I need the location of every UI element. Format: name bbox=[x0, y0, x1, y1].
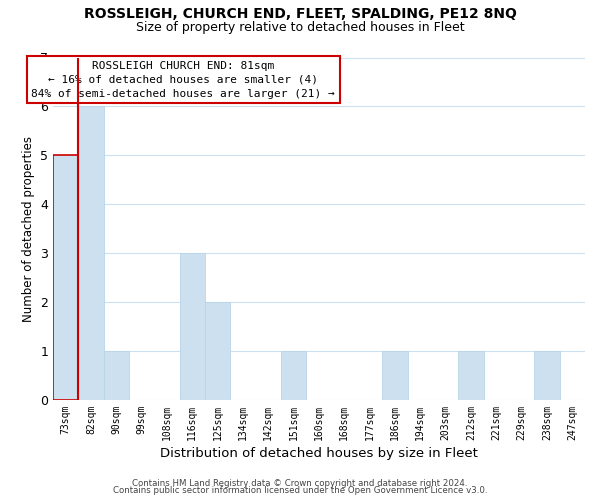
Bar bbox=[179, 253, 205, 400]
Text: Contains HM Land Registry data © Crown copyright and database right 2024.: Contains HM Land Registry data © Crown c… bbox=[132, 478, 468, 488]
Text: Contains public sector information licensed under the Open Government Licence v3: Contains public sector information licen… bbox=[113, 486, 487, 495]
Text: ROSSLEIGH, CHURCH END, FLEET, SPALDING, PE12 8NQ: ROSSLEIGH, CHURCH END, FLEET, SPALDING, … bbox=[83, 8, 517, 22]
Bar bbox=[535, 351, 560, 400]
Text: Size of property relative to detached houses in Fleet: Size of property relative to detached ho… bbox=[136, 21, 464, 34]
Bar bbox=[458, 351, 484, 400]
Y-axis label: Number of detached properties: Number of detached properties bbox=[22, 136, 35, 322]
Bar bbox=[53, 156, 78, 400]
Text: ROSSLEIGH CHURCH END: 81sqm
← 16% of detached houses are smaller (4)
84% of semi: ROSSLEIGH CHURCH END: 81sqm ← 16% of det… bbox=[31, 61, 335, 99]
Bar bbox=[382, 351, 407, 400]
Bar bbox=[205, 302, 230, 400]
Bar bbox=[281, 351, 307, 400]
X-axis label: Distribution of detached houses by size in Fleet: Distribution of detached houses by size … bbox=[160, 447, 478, 460]
Bar bbox=[78, 106, 104, 400]
Bar bbox=[104, 351, 129, 400]
